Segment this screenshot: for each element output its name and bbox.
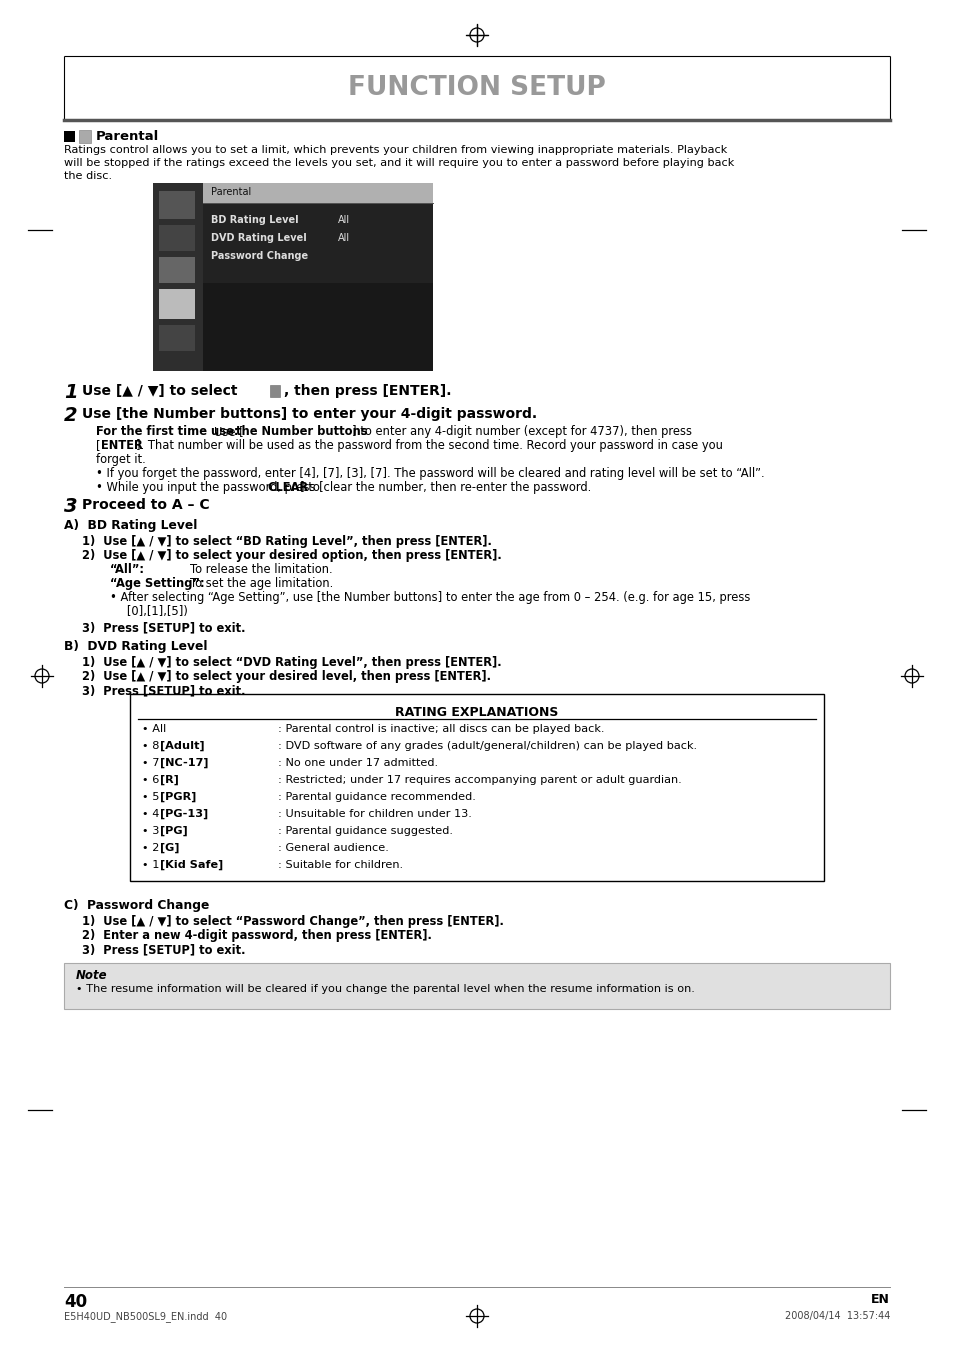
- Bar: [203, 182, 433, 372]
- Text: Use [: Use [: [213, 426, 243, 438]
- Text: • 3: • 3: [142, 825, 163, 836]
- Text: : Restricted; under 17 requires accompanying parent or adult guardian.: : Restricted; under 17 requires accompan…: [277, 775, 681, 785]
- Text: • 6: • 6: [142, 775, 163, 785]
- Text: Use [▲ / ▼] to select: Use [▲ / ▼] to select: [82, 384, 237, 399]
- Text: • 1: • 1: [142, 861, 163, 870]
- Text: A)  BD Rating Level: A) BD Rating Level: [64, 519, 197, 532]
- Text: : Suitable for children.: : Suitable for children.: [277, 861, 403, 870]
- Text: : Parental guidance recommended.: : Parental guidance recommended.: [277, 792, 476, 802]
- Text: [R]: [R]: [160, 775, 179, 785]
- Text: , then press [ENTER].: , then press [ENTER].: [284, 384, 451, 399]
- Text: : DVD software of any grades (adult/general/children) can be played back.: : DVD software of any grades (adult/gene…: [277, 740, 697, 751]
- Text: B)  DVD Rating Level: B) DVD Rating Level: [64, 640, 208, 653]
- Text: All: All: [337, 215, 350, 226]
- Bar: [203, 282, 433, 372]
- Bar: [159, 257, 194, 282]
- Text: 2)  Use [▲ / ▼] to select your desired level, then press [ENTER].: 2) Use [▲ / ▼] to select your desired le…: [82, 670, 491, 684]
- Text: : General audience.: : General audience.: [277, 843, 389, 852]
- Text: FUNCTION SETUP: FUNCTION SETUP: [348, 76, 605, 101]
- Text: For the first time use:: For the first time use:: [96, 426, 238, 438]
- Text: : Parental control is inactive; all discs can be played back.: : Parental control is inactive; all disc…: [277, 724, 604, 734]
- Text: • All: • All: [142, 724, 166, 734]
- Text: 1)  Use [▲ / ▼] to select “Password Change”, then press [ENTER].: 1) Use [▲ / ▼] to select “Password Chang…: [82, 915, 503, 928]
- Text: DVD Rating Level: DVD Rating Level: [211, 232, 307, 243]
- Text: • If you forget the password, enter [4], [7], [3], [7]. The password will be cle: • If you forget the password, enter [4],…: [96, 467, 763, 480]
- Text: Parental: Parental: [211, 186, 251, 197]
- Text: 1: 1: [64, 382, 77, 403]
- Text: 40: 40: [64, 1293, 87, 1310]
- Text: Password Change: Password Change: [211, 251, 308, 261]
- Text: Ratings control allows you to set a limit, which prevents your children from vie: Ratings control allows you to set a limi…: [64, 145, 726, 155]
- Text: : Parental guidance suggested.: : Parental guidance suggested.: [277, 825, 453, 836]
- Text: • 2: • 2: [142, 843, 163, 852]
- Text: 3: 3: [64, 497, 77, 516]
- Text: : No one under 17 admitted.: : No one under 17 admitted.: [277, 758, 437, 767]
- Text: All: All: [337, 232, 350, 243]
- Bar: [159, 289, 194, 319]
- Text: [0],[1],[5]): [0],[1],[5]): [116, 605, 188, 617]
- Text: [: [: [96, 439, 100, 453]
- Bar: [152, 182, 433, 372]
- Text: Note: Note: [76, 969, 108, 982]
- Text: BD Rating Level: BD Rating Level: [211, 215, 298, 226]
- Text: 2)  Use [▲ / ▼] to select your desired option, then press [ENTER].: 2) Use [▲ / ▼] to select your desired op…: [82, 549, 501, 562]
- Text: • 5: • 5: [142, 792, 163, 802]
- Text: CLEAR: CLEAR: [267, 481, 308, 494]
- Text: will be stopped if the ratings exceed the levels you set, and it will require yo: will be stopped if the ratings exceed th…: [64, 158, 734, 168]
- Text: E5H40UD_NB500SL9_EN.indd  40: E5H40UD_NB500SL9_EN.indd 40: [64, 1310, 227, 1321]
- Bar: [159, 326, 194, 351]
- Text: To release the limitation.: To release the limitation.: [190, 563, 333, 576]
- Text: 3)  Press [SETUP] to exit.: 3) Press [SETUP] to exit.: [82, 621, 245, 634]
- Text: the Number buttons: the Number buttons: [235, 426, 367, 438]
- Bar: [64, 963, 889, 1009]
- Text: [Adult]: [Adult]: [160, 740, 205, 751]
- Text: • 7: • 7: [142, 758, 163, 767]
- Text: [Kid Safe]: [Kid Safe]: [160, 861, 223, 870]
- Text: [G]: [G]: [160, 843, 180, 854]
- Text: • After selecting “Age Setting”, use [the Number buttons] to enter the age from : • After selecting “Age Setting”, use [th…: [110, 590, 750, 604]
- Bar: [159, 190, 194, 219]
- Text: 1)  Use [▲ / ▼] to select “BD Rating Level”, then press [ENTER].: 1) Use [▲ / ▼] to select “BD Rating Leve…: [82, 535, 492, 549]
- Text: 1)  Use [▲ / ▼] to select “DVD Rating Level”, then press [ENTER].: 1) Use [▲ / ▼] to select “DVD Rating Lev…: [82, 657, 501, 669]
- Text: 2: 2: [64, 407, 77, 426]
- Text: • 8: • 8: [142, 740, 163, 751]
- Text: 3)  Press [SETUP] to exit.: 3) Press [SETUP] to exit.: [82, 684, 245, 697]
- Text: • The resume information will be cleared if you change the parental level when t: • The resume information will be cleared…: [76, 984, 694, 994]
- Text: • 4: • 4: [142, 809, 163, 819]
- Bar: [159, 226, 194, 251]
- Text: RATING EXPLANATIONS: RATING EXPLANATIONS: [395, 707, 558, 719]
- Text: ]. That number will be used as the password from the second time. Record your pa: ]. That number will be used as the passw…: [136, 439, 722, 453]
- Text: EN: EN: [870, 1293, 889, 1306]
- Text: Use [the Number buttons] to enter your 4-digit password.: Use [the Number buttons] to enter your 4…: [82, 407, 537, 422]
- Text: To set the age limitation.: To set the age limitation.: [190, 577, 333, 590]
- Bar: [79, 130, 91, 143]
- Text: ENTER: ENTER: [101, 439, 143, 453]
- Text: : Unsuitable for children under 13.: : Unsuitable for children under 13.: [277, 809, 472, 819]
- Text: “All”:: “All”:: [110, 563, 145, 576]
- Text: “Age Setting”:: “Age Setting”:: [110, 577, 204, 590]
- Text: the disc.: the disc.: [64, 172, 112, 181]
- Bar: [270, 385, 280, 397]
- Text: 2008/04/14  13:57:44: 2008/04/14 13:57:44: [783, 1310, 889, 1321]
- Text: [NC-17]: [NC-17]: [160, 758, 209, 769]
- Bar: [203, 182, 433, 203]
- Bar: [64, 131, 75, 142]
- Text: Proceed to A – C: Proceed to A – C: [82, 499, 210, 512]
- Text: • While you input the password, press [: • While you input the password, press [: [96, 481, 323, 494]
- Text: [PG-13]: [PG-13]: [160, 809, 209, 819]
- Bar: [152, 182, 203, 372]
- Text: ] to enter any 4-digit number (except for 4737), then press: ] to enter any 4-digit number (except fo…: [352, 426, 691, 438]
- Text: C)  Password Change: C) Password Change: [64, 898, 209, 912]
- Bar: [130, 694, 823, 881]
- Text: 2)  Enter a new 4-digit password, then press [ENTER].: 2) Enter a new 4-digit password, then pr…: [82, 929, 432, 942]
- Text: Parental: Parental: [96, 130, 159, 143]
- Text: [PGR]: [PGR]: [160, 792, 196, 802]
- Text: ] to clear the number, then re-enter the password.: ] to clear the number, then re-enter the…: [299, 481, 591, 494]
- Text: forget it.: forget it.: [96, 453, 146, 466]
- Text: [PG]: [PG]: [160, 825, 188, 836]
- Text: 3)  Press [SETUP] to exit.: 3) Press [SETUP] to exit.: [82, 943, 245, 957]
